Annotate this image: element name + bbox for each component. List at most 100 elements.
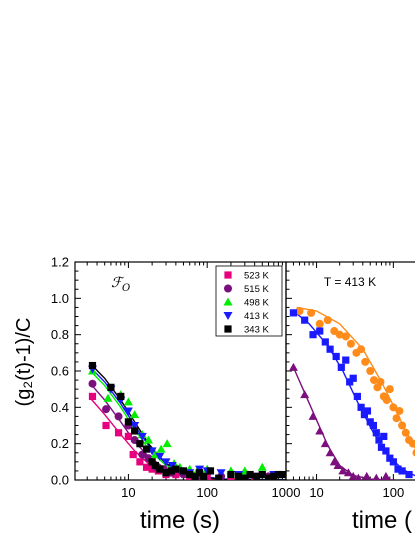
left-data-point	[156, 465, 164, 473]
left-data-point	[148, 458, 156, 466]
right-data-point	[398, 421, 407, 430]
left-data-point	[144, 435, 154, 444]
legend-label: 515 K	[244, 284, 269, 295]
left-data-point	[258, 470, 266, 479]
y-axis-title: (g₂(t)-1)/C	[13, 318, 35, 407]
right-data-point	[353, 392, 361, 401]
left-data-point	[130, 422, 140, 430]
right-data-point	[343, 468, 353, 477]
legend-label: 343 K	[244, 325, 269, 336]
right-data-point	[308, 411, 318, 420]
right-data-point	[332, 352, 340, 361]
right-data-point	[315, 426, 325, 435]
legend-label: 498 K	[244, 298, 269, 309]
left-data-point	[264, 474, 273, 480]
left-data-point	[129, 450, 137, 459]
right-x-tick-label: 10	[309, 485, 323, 500]
right-data-point	[377, 443, 386, 451]
left-data-point	[191, 472, 199, 480]
left-data-point	[123, 397, 133, 406]
left-data-point	[148, 465, 156, 473]
right-data-point	[369, 421, 378, 430]
right-data-point	[337, 363, 345, 371]
right-x-tick-label: 100	[383, 485, 405, 500]
left-data-point	[114, 429, 123, 437]
right-data-point	[381, 471, 391, 480]
left-data-point	[215, 474, 223, 480]
left-data-point	[167, 461, 177, 470]
right-data-point	[398, 467, 406, 475]
right-data-point	[307, 308, 316, 317]
right-plot-frame	[285, 261, 415, 481]
left-data-point	[161, 458, 171, 467]
left-data-point	[257, 462, 267, 471]
left-y-tick-label: 1.0	[51, 291, 69, 306]
right-data-point	[382, 447, 390, 455]
right-data-point	[342, 356, 350, 364]
left-data-point	[130, 410, 140, 419]
left-data-point	[162, 439, 172, 448]
left-data-point	[88, 379, 97, 388]
right-data-point	[389, 403, 398, 412]
right-data-point	[362, 471, 372, 480]
left-y-tick-label: 0.4	[51, 400, 69, 415]
left-data-point	[88, 361, 97, 370]
left-data-point	[137, 432, 147, 441]
left-data-point	[155, 452, 165, 461]
right-data-point	[375, 436, 383, 444]
right-data-point	[326, 345, 334, 353]
right-data-point	[370, 376, 379, 385]
left-y-tick-label: 0.8	[51, 327, 69, 342]
right-data-point	[357, 345, 366, 354]
left-data-point	[172, 470, 180, 479]
right-data-point	[376, 377, 385, 386]
left-data-point	[206, 467, 215, 475]
left-data-point	[195, 469, 204, 477]
right-data-point	[366, 418, 374, 426]
right-data-point	[321, 338, 329, 346]
right-data-point	[389, 458, 397, 466]
left-data-point	[179, 467, 188, 475]
right-data-point	[405, 470, 413, 479]
legend-marker	[223, 297, 233, 306]
left-data-point	[136, 440, 144, 448]
right-data-point	[346, 339, 355, 348]
legend-marker	[224, 271, 232, 279]
left-data-point	[102, 421, 110, 430]
right-data-point	[395, 406, 404, 415]
right-data-point	[366, 367, 375, 375]
right-data-point	[360, 411, 369, 419]
left-data-point	[103, 393, 113, 402]
left-data-point	[227, 470, 235, 479]
right-data-point	[408, 439, 415, 448]
right-data-point	[316, 327, 324, 335]
legend-marker	[224, 284, 232, 293]
right-data-point	[348, 471, 358, 480]
right-data-point	[338, 466, 348, 475]
right-data-point	[295, 307, 304, 316]
left-x-tick-label: 10	[121, 485, 135, 500]
right-data-point	[301, 316, 309, 324]
legend-label: 523 K	[244, 271, 269, 282]
left-data-point	[117, 392, 125, 401]
right-data-point	[361, 357, 370, 366]
panel-label: ℱO	[111, 275, 130, 294]
left-data-point	[107, 383, 115, 391]
right-panel: 10 100 T = 413 K	[285, 261, 415, 500]
left-x-axis-title: time (s)	[140, 507, 220, 534]
right-data-point	[349, 374, 357, 382]
left-fit-curve	[89, 366, 286, 480]
left-data-point	[203, 472, 211, 480]
left-data-point	[142, 463, 151, 471]
right-data-point	[412, 449, 415, 457]
right-data-point	[354, 473, 362, 480]
right-data-point	[325, 448, 335, 457]
right-data-point	[380, 432, 388, 440]
left-data-point	[234, 472, 243, 480]
left-data-point	[241, 474, 249, 480]
right-data-point	[386, 454, 394, 462]
left-data-point	[172, 465, 180, 473]
left-y-tick-label: 0.6	[51, 364, 69, 379]
right-data-point	[341, 332, 350, 341]
